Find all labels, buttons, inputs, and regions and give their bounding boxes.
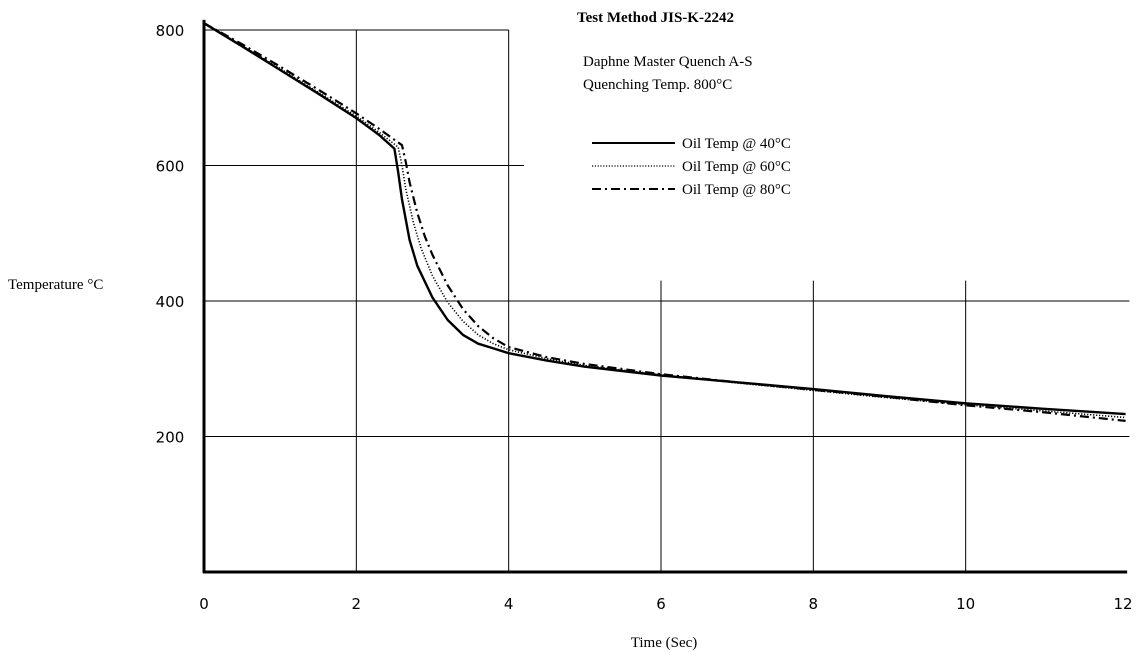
x-tick-label-0: 0 [199, 595, 209, 613]
chart-title: Test Method JIS-K-2242 [577, 10, 734, 26]
x-tick-label-12: 12 [1113, 595, 1132, 613]
legend-label-40: Oil Temp @ 40°C [682, 136, 791, 152]
subtitle-line-1: Daphne Master Quench A-S [583, 54, 753, 70]
y-tick-label-800: 800 [156, 22, 185, 40]
series-lines [203, 22, 1126, 422]
y-axis-label: Temperature °C [8, 277, 103, 293]
y-tick-label-400: 400 [156, 293, 185, 311]
x-tick-label-8: 8 [809, 595, 819, 613]
axes [202, 19, 1128, 574]
y-tick-label-600: 600 [156, 158, 185, 176]
series-line-80c [203, 22, 1126, 422]
tick-labels: 0 2 4 6 8 10 12 200 400 600 800 [156, 22, 1133, 613]
x-tick-label-4: 4 [504, 595, 514, 613]
x-axis-label: Time (Sec) [631, 635, 698, 651]
grid-lines [204, 29, 1130, 572]
y-tick-label-200: 200 [156, 429, 185, 447]
legend-label-80: Oil Temp @ 80°C [682, 182, 791, 198]
x-tick-label-10: 10 [956, 595, 975, 613]
x-tick-label-2: 2 [352, 595, 362, 613]
legend: Oil Temp @ 40°C Oil Temp @ 60°C Oil Temp… [592, 136, 791, 198]
legend-label-60: Oil Temp @ 60°C [682, 159, 791, 175]
x-tick-label-6: 6 [656, 595, 666, 613]
subtitle-line-2: Quenching Temp. 800°C [583, 77, 732, 93]
